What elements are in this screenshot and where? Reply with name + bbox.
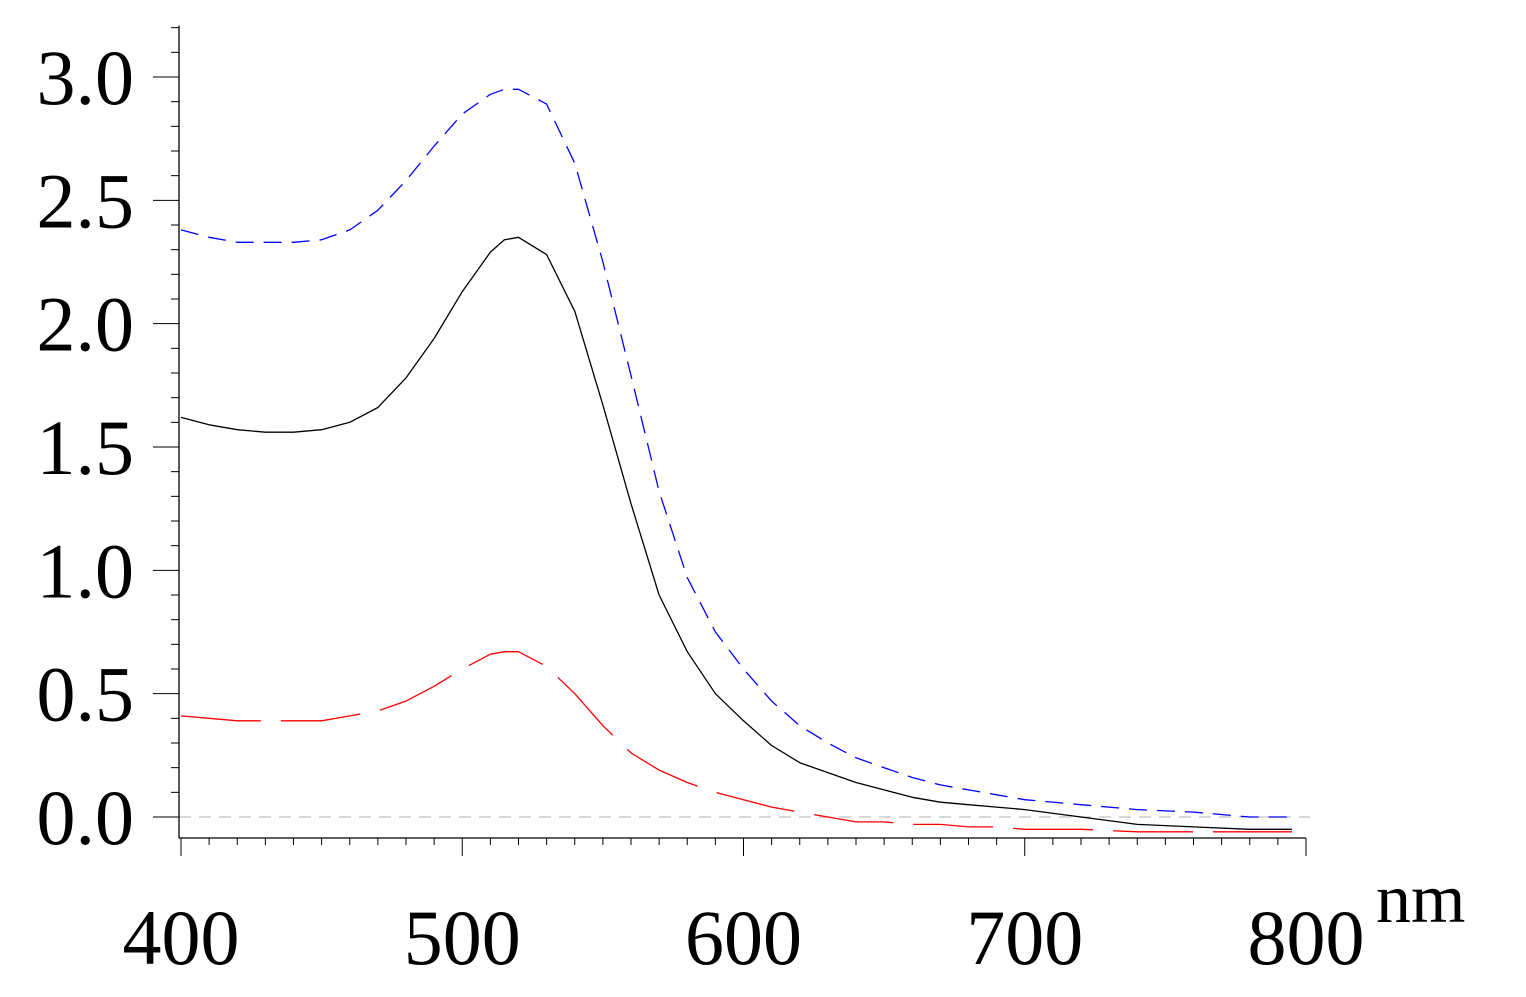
x-axis-unit-label: nm [1376,861,1465,938]
series-line-2 [180,236,1292,830]
axes-group [153,25,1307,856]
y-tick-label: 0.0 [37,774,135,861]
y-tick-label: 1.0 [37,527,135,614]
series-group [180,88,1292,833]
y-tick-label: 0.5 [37,651,135,738]
tick-labels-group: 0.0 0.5 1.0 1.5 2.0 2.5 3.0 400 500 600 700 800 nm [37,34,1466,981]
x-tick-label: 700 [966,894,1083,981]
x-tick-label: 600 [685,894,802,981]
y-tick-label: 1.5 [37,404,135,491]
series-line-1 [180,88,1292,818]
y-tick-label: 2.5 [37,157,135,244]
series-line-3 [180,651,1292,833]
y-tick-label: 2.0 [37,281,135,368]
x-tick-label: 500 [404,894,521,981]
x-tick-label: 800 [1248,894,1365,981]
x-tick-label: 400 [123,894,240,981]
y-tick-label: 3.0 [37,34,135,121]
